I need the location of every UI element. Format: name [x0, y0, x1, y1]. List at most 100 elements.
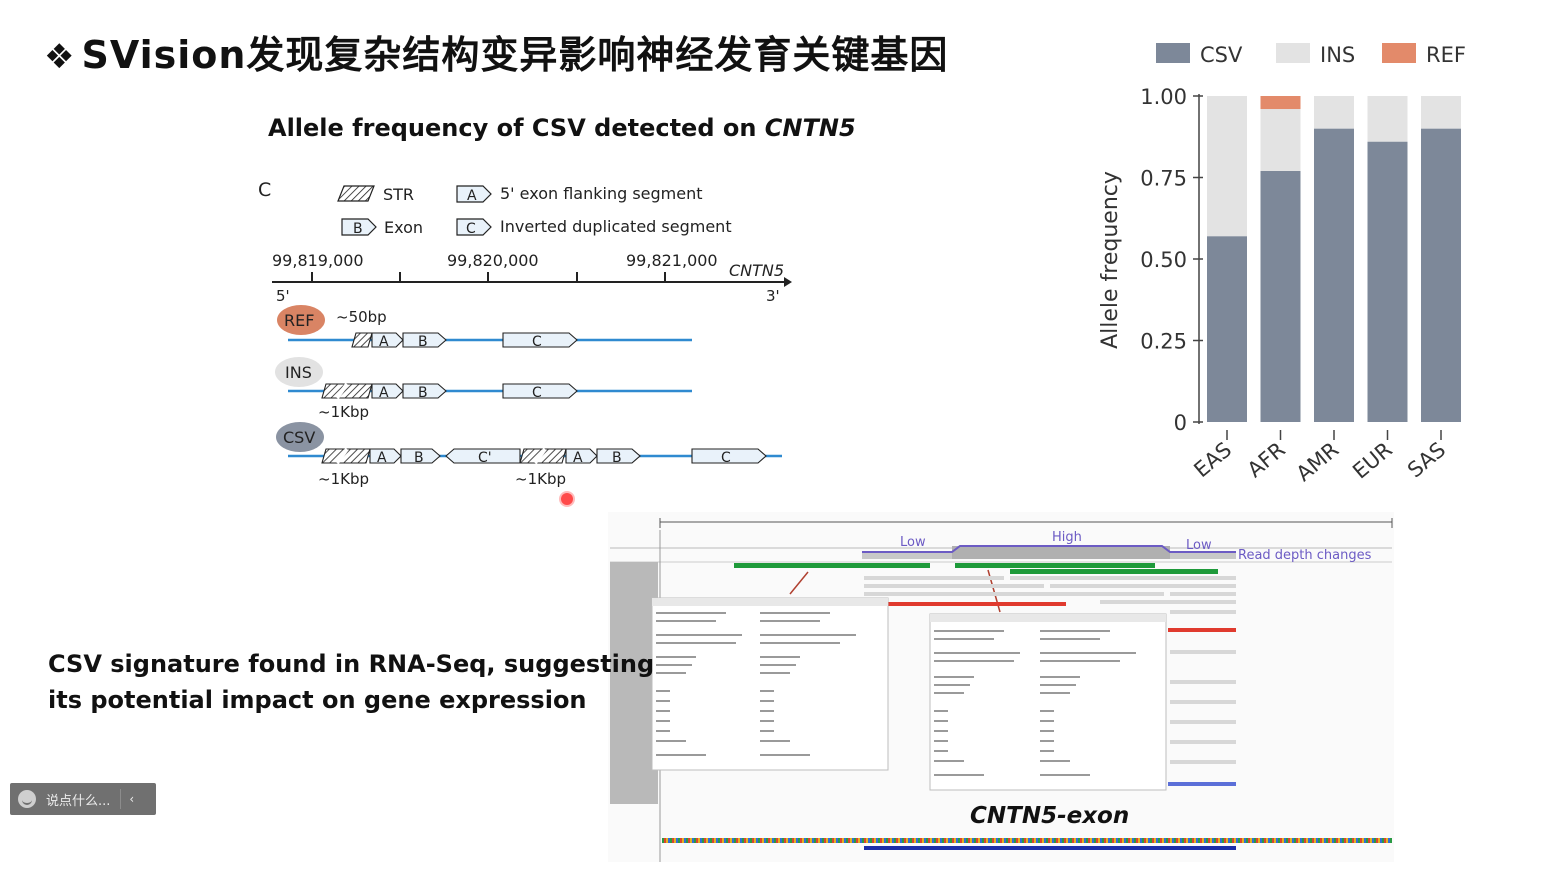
ref-seg-b: B: [418, 334, 428, 350]
bar-ref-afr: [1260, 96, 1301, 110]
legend-flank-box: A: [467, 188, 477, 204]
legend-str-swatch: [337, 185, 375, 202]
igv-gene-label: CNTN5-exon: [970, 803, 1130, 829]
ins-seg-a: A: [379, 385, 389, 401]
x-tick-label: AMR: [1292, 437, 1343, 486]
structure-diagram: C STR B Exon A 5' exon flanking segment …: [258, 179, 792, 488]
chart-y-axis: 0 0.25 0.50 0.75 1.00: [1140, 85, 1203, 435]
legend-flank-swatch: [456, 185, 492, 203]
ins-track-label: INS: [285, 363, 312, 382]
slide-title-text: SVision发现复杂结构变异影响神经发育关键基因: [81, 33, 949, 77]
comment-placeholder[interactable]: 说点什么...: [46, 793, 111, 809]
igv-popup-left: [651, 597, 889, 771]
x-tick-label: AFR: [1243, 437, 1290, 482]
legend-str-label: STR: [383, 185, 414, 204]
ins-seg-b: B: [418, 385, 428, 401]
bar-csv-sas: [1421, 128, 1461, 422]
coord-label-2: 99,820,000: [447, 251, 539, 270]
y-tick-label: 0.75: [1140, 167, 1187, 191]
x-tick-label: EAS: [1189, 437, 1236, 482]
panel-title-prefix: Allele frequency of CSV detected on: [268, 114, 765, 142]
allele-frequency-chart: CSV INS REF 0 0.25 0.50 0.75 1.00 EAS AFR AMR EUR…: [1098, 43, 1466, 486]
legend-inv-label: Inverted duplicated segment: [500, 217, 732, 236]
y-tick-label: 0: [1174, 411, 1187, 435]
igv-read-depth-label: Read depth changes: [1238, 548, 1372, 563]
csv-note-1: ~1Kbp: [318, 470, 369, 488]
chart-x-axis: EAS AFR AMR EUR SAS: [1189, 430, 1450, 486]
ins-note: ~1Kbp: [318, 403, 369, 421]
bar-csv-amr: [1314, 128, 1354, 422]
ins-seg-c: C: [532, 385, 542, 401]
smiley-icon[interactable]: [18, 790, 36, 808]
igv-track-panel: [610, 562, 658, 804]
legend-exon-box: B: [353, 221, 363, 237]
legend-label-csv: CSV: [1200, 43, 1243, 67]
legend-swatch-csv: [1156, 43, 1190, 63]
rna-caption-line-1: CSV signature found in RNA-Seq, suggesti…: [48, 650, 655, 678]
bar-csv-eas: [1207, 236, 1247, 422]
bar-ins-eur: [1367, 96, 1408, 142]
five-prime-label: 5': [276, 287, 290, 305]
bar-ins-afr: [1260, 109, 1301, 171]
csv-note-2: ~1Kbp: [515, 470, 566, 488]
ref-note: ~50bp: [336, 308, 387, 326]
slide-title: ❖ SVision发现复杂结构变异影响神经发育关键基因: [44, 24, 948, 79]
csv-seg-a2: A: [573, 450, 583, 466]
legend-inv-swatch: [456, 218, 492, 236]
csv-seg-b2: B: [612, 450, 622, 466]
bar-ins-sas: [1421, 96, 1461, 129]
legend-label-ref: REF: [1426, 43, 1466, 67]
csv-seg-b1: B: [414, 450, 424, 466]
comment-divider: [120, 789, 122, 809]
ref-track-badge: [277, 305, 325, 335]
igv-low-left: Low: [900, 535, 926, 550]
bar-ins-amr: [1314, 96, 1354, 129]
legend-flank-label: 5' exon flanking segment: [500, 184, 703, 203]
panel-title-gene: CNTN5: [764, 114, 856, 142]
legend-exon-swatch: [341, 218, 377, 236]
igv-gene-track: [864, 846, 1236, 850]
csv-track-label: CSV: [283, 428, 315, 447]
x-tick-label: EUR: [1348, 437, 1397, 483]
comment-input[interactable]: 说点什么... ‹: [10, 783, 156, 815]
y-tick-label: 0.50: [1140, 248, 1187, 272]
igv-popup-right: [929, 613, 1167, 791]
csv-seg-a1: A: [377, 450, 387, 466]
chart-y-axis-label: Allele frequency: [1098, 171, 1123, 349]
ref-seg-a: A: [379, 334, 389, 350]
igv-high: High: [1052, 530, 1082, 545]
axis-gene-label: CNTN5: [729, 261, 784, 280]
read-depth-line: [862, 545, 1236, 553]
bar-csv-afr: [1260, 170, 1301, 422]
panel-title: Allele frequency of CSV detected on CNTN…: [268, 114, 856, 142]
ref-track-label: REF: [284, 311, 314, 330]
pointer-dot: [561, 493, 573, 505]
chart-bars: [1207, 96, 1461, 422]
igv-low-right: Low: [1186, 538, 1212, 553]
y-tick-label: 0.25: [1140, 330, 1187, 354]
legend-swatch-ref: [1382, 43, 1416, 63]
csv-seg-c: C: [721, 450, 731, 466]
rna-caption-line-2: its potential impact on gene expression: [48, 686, 587, 714]
legend-inv-box: C: [466, 221, 476, 237]
collapse-chevron-icon[interactable]: ‹: [129, 792, 135, 806]
bar-csv-eur: [1367, 141, 1408, 422]
x-tick-label: SAS: [1403, 437, 1450, 482]
igv-screenshot: Low High Low Read depth changes: [608, 512, 1394, 862]
diamond-bullet-icon: ❖: [44, 37, 76, 77]
coord-label-1: 99,819,000: [272, 251, 364, 270]
legend-swatch-ins: [1276, 43, 1310, 63]
three-prime-label: 3': [766, 287, 780, 305]
csv-track-badge: [276, 422, 324, 452]
rna-seq-caption: CSV signature found in RNA-Seq, suggesti…: [48, 646, 654, 718]
ref-seg-c: C: [532, 334, 542, 350]
coord-label-3: 99,821,000: [626, 251, 718, 270]
ins-track-badge: [275, 357, 323, 387]
panel-letter: C: [258, 179, 271, 201]
csv-seg-c-prime: C': [478, 450, 492, 466]
y-tick-label: 1.00: [1140, 85, 1187, 109]
bar-ins-eas: [1207, 96, 1247, 237]
legend-exon-label: Exon: [384, 218, 423, 237]
legend-label-ins: INS: [1320, 43, 1355, 67]
chart-legend: CSV INS REF: [1156, 43, 1466, 67]
